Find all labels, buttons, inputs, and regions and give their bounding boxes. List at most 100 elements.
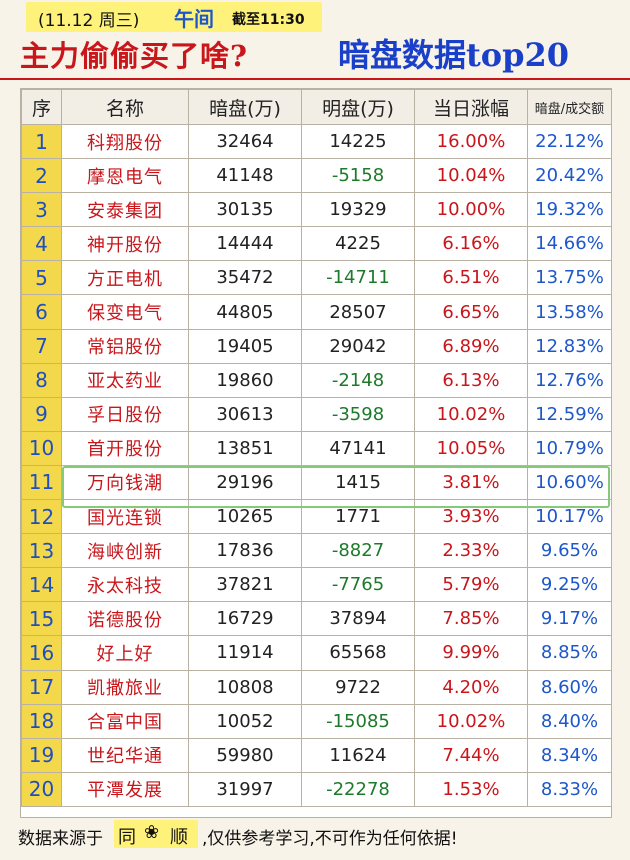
- dark-pool-cell: 41148: [188, 158, 302, 194]
- ratio-cell: 20.42%: [527, 158, 612, 194]
- ratio-cell: 9.65%: [527, 533, 612, 569]
- open-market-cell: 1415: [301, 464, 415, 501]
- rank-cell: 18: [21, 703, 62, 739]
- rank-cell: 5: [21, 260, 62, 296]
- stock-name-cell: 亚太药业: [61, 362, 189, 398]
- footer: 数据来源于 同 ❀ 顺 ,仅供参考学习,不可作为任何依据!: [0, 820, 630, 854]
- open-market-cell: -8827: [301, 533, 415, 569]
- change-cell: 7.44%: [414, 737, 528, 773]
- rank-cell: 6: [21, 294, 62, 330]
- dark-pool-cell: 10052: [188, 703, 302, 739]
- rank-cell: 12: [21, 499, 62, 535]
- stock-name-cell: 世纪华通: [61, 737, 189, 773]
- ratio-cell: 8.34%: [527, 737, 612, 773]
- ratio-cell: 8.33%: [527, 771, 612, 807]
- stock-name-cell: 国光连锁: [61, 499, 189, 535]
- rank-cell: 17: [21, 669, 62, 705]
- table-row: 12 国光连锁 10265 1771 3.93% 10.17%: [21, 499, 612, 535]
- stock-name-cell: 平潭发展: [61, 771, 189, 807]
- ratio-cell: 8.60%: [527, 669, 612, 705]
- dark-pool-cell: 30613: [188, 396, 302, 432]
- change-cell: 10.00%: [414, 192, 528, 228]
- change-cell: 10.04%: [414, 158, 528, 194]
- cutoff-label: 截至11:30: [232, 12, 305, 28]
- change-cell: 6.89%: [414, 328, 528, 364]
- header: (11.12 周三) 午间 截至11:30 主力偷偷买了啥? 暗盘数据top20: [0, 0, 630, 86]
- table-row: 3 安泰集团 30135 19329 10.00% 19.32%: [21, 192, 612, 228]
- change-cell: 4.20%: [414, 669, 528, 705]
- change-cell: 9.99%: [414, 635, 528, 671]
- dark-pool-cell: 16729: [188, 601, 302, 637]
- change-cell: 3.93%: [414, 499, 528, 535]
- open-market-cell: 1771: [301, 499, 415, 535]
- open-market-cell: 28507: [301, 294, 415, 330]
- table-row: 11 万向钱潮 29196 1415 3.81% 10.60%: [21, 464, 612, 501]
- dark-pool-cell: 19405: [188, 328, 302, 364]
- dark-pool-cell: 13851: [188, 430, 302, 466]
- rank-cell: 8: [21, 362, 62, 398]
- change-cell: 10.02%: [414, 396, 528, 432]
- stock-name-cell: 摩恩电气: [61, 158, 189, 194]
- column-header-ratio: 暗盘/成交额: [527, 89, 612, 125]
- change-cell: 10.02%: [414, 703, 528, 739]
- dark-pool-cell: 10265: [188, 499, 302, 535]
- table-body: 1 科翔股份 32464 14225 16.00% 22.12% 2 摩恩电气 41148 -51…: [21, 123, 612, 807]
- dark-pool-cell: 14444: [188, 226, 302, 262]
- table-row: 20 平潭发展 31997 -22278 1.53% 8.33%: [21, 771, 612, 807]
- open-market-cell: 11624: [301, 737, 415, 773]
- open-market-cell: -14711: [301, 260, 415, 296]
- column-header-name: 名称: [61, 89, 189, 125]
- change-cell: 6.51%: [414, 260, 528, 296]
- table-row: 14 永太科技 37821 -7765 5.79% 9.25%: [21, 567, 612, 603]
- ratio-cell: 8.85%: [527, 635, 612, 671]
- dark-pool-cell: 32464: [188, 123, 302, 160]
- stock-name-cell: 保变电气: [61, 294, 189, 330]
- rank-cell: 16: [21, 635, 62, 671]
- table-header-row: 序 名称 暗盘(万) 明盘(万) 当日涨幅 暗盘/成交额: [21, 89, 612, 125]
- open-market-cell: 14225: [301, 123, 415, 160]
- table-row: 19 世纪华通 59980 11624 7.44% 8.34%: [21, 737, 612, 773]
- dark-pool-cell: 31997: [188, 771, 302, 807]
- ratio-cell: 12.76%: [527, 362, 612, 398]
- open-market-cell: 19329: [301, 192, 415, 228]
- change-cell: 5.79%: [414, 567, 528, 603]
- rank-cell: 3: [21, 192, 62, 228]
- stock-name-cell: 方正电机: [61, 260, 189, 296]
- open-market-cell: -22278: [301, 771, 415, 807]
- stock-name-cell: 海峡创新: [61, 533, 189, 569]
- table-row: 17 凯撒旅业 10808 9722 4.20% 8.60%: [21, 669, 612, 705]
- column-header-rank: 序: [21, 89, 62, 125]
- flower-icon: ❀: [144, 822, 160, 843]
- change-cell: 7.85%: [414, 601, 528, 637]
- open-market-cell: -7765: [301, 567, 415, 603]
- open-market-cell: 9722: [301, 669, 415, 705]
- dark-pool-cell: 44805: [188, 294, 302, 330]
- table-row: 15 诺德股份 16729 37894 7.85% 9.17%: [21, 601, 612, 637]
- table-row: 10 首开股份 13851 47141 10.05% 10.79%: [21, 430, 612, 466]
- dark-pool-cell: 29196: [188, 464, 302, 501]
- brand-text-b: 顺: [170, 827, 188, 848]
- dark-pool-table: 序 名称 暗盘(万) 明盘(万) 当日涨幅 暗盘/成交额 1 科翔股份 32464 1…: [21, 89, 612, 807]
- rank-cell: 9: [21, 396, 62, 432]
- dark-pool-cell: 35472: [188, 260, 302, 296]
- ratio-cell: 10.17%: [527, 499, 612, 535]
- rank-cell: 11: [21, 464, 62, 501]
- table-row: 7 常铝股份 19405 29042 6.89% 12.83%: [21, 328, 612, 364]
- footer-suffix: ,仅供参考学习,不可作为任何依据!: [202, 829, 458, 849]
- title-underline: [0, 78, 630, 80]
- table-row: 4 神开股份 14444 4225 6.16% 14.66%: [21, 226, 612, 262]
- stock-name-cell: 万向钱潮: [61, 464, 189, 501]
- ratio-cell: 13.58%: [527, 294, 612, 330]
- change-cell: 6.16%: [414, 226, 528, 262]
- change-cell: 10.05%: [414, 430, 528, 466]
- dark-pool-cell: 59980: [188, 737, 302, 773]
- title-left: 主力偷偷买了啥?: [20, 39, 248, 73]
- open-market-cell: 4225: [301, 226, 415, 262]
- open-market-cell: -15085: [301, 703, 415, 739]
- open-market-cell: 47141: [301, 430, 415, 466]
- stock-name-cell: 永太科技: [61, 567, 189, 603]
- rank-cell: 2: [21, 158, 62, 194]
- ratio-cell: 13.75%: [527, 260, 612, 296]
- table-row: 18 合富中国 10052 -15085 10.02% 8.40%: [21, 703, 612, 739]
- ratio-cell: 19.32%: [527, 192, 612, 228]
